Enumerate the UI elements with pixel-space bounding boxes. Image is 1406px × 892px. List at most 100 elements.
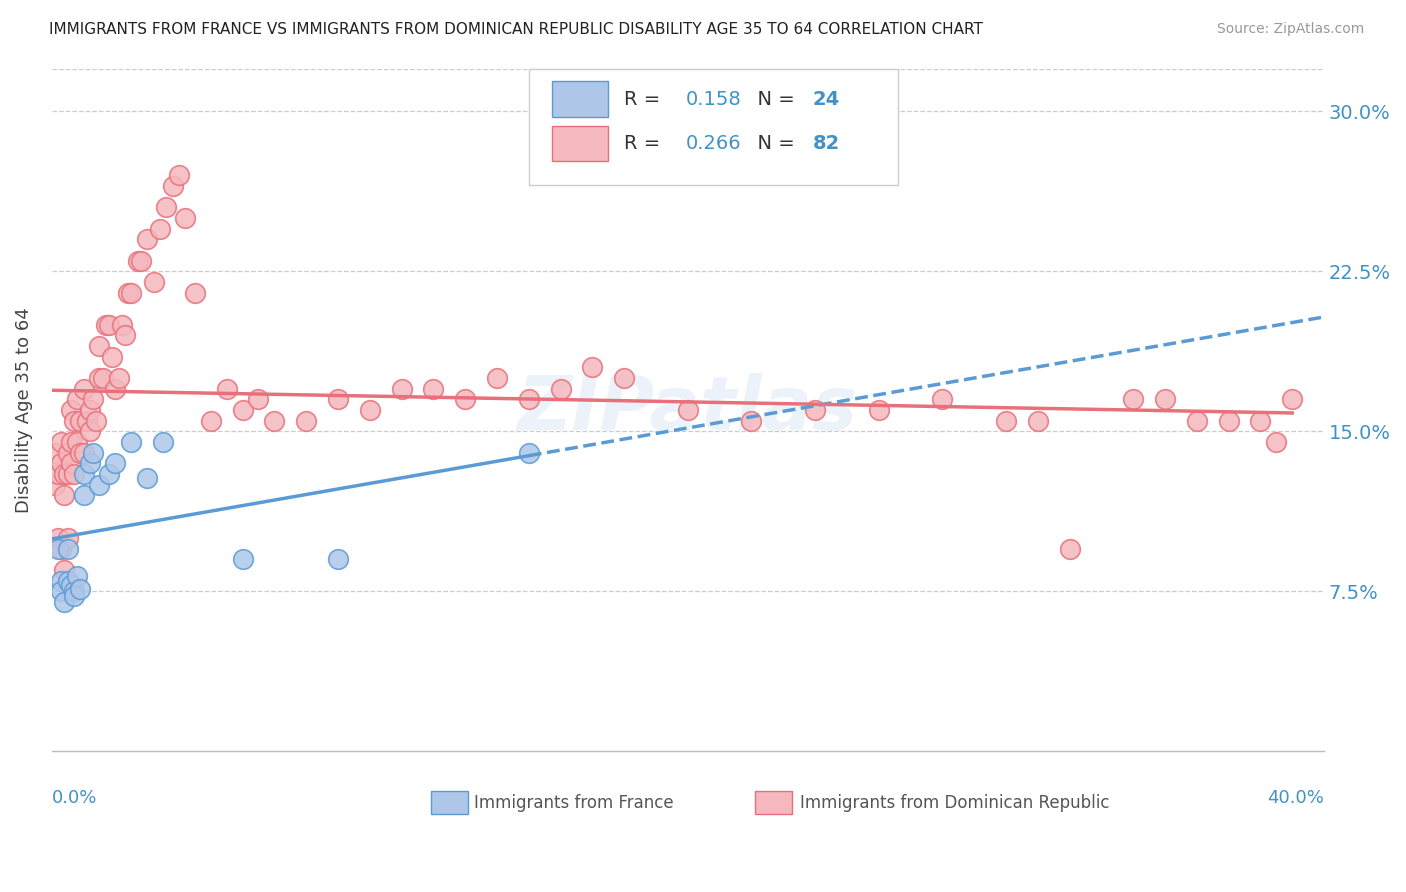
Point — [868, 403, 890, 417]
Point — [44, 477, 66, 491]
Point — [326, 552, 349, 566]
Point — [120, 285, 142, 300]
Point — [107, 371, 129, 385]
Point — [142, 275, 165, 289]
Point — [184, 285, 207, 300]
Point — [1059, 541, 1081, 556]
Point — [91, 371, 114, 385]
Point — [1281, 392, 1303, 407]
Text: 82: 82 — [813, 134, 839, 153]
Point — [454, 392, 477, 407]
Text: Immigrants from Dominican Republic: Immigrants from Dominican Republic — [800, 794, 1109, 812]
Point — [53, 563, 76, 577]
Point — [422, 382, 444, 396]
Point — [215, 382, 238, 396]
Point — [44, 445, 66, 459]
Point — [79, 456, 101, 470]
Point — [114, 328, 136, 343]
Point — [56, 574, 79, 588]
Point — [56, 445, 79, 459]
Point — [72, 445, 94, 459]
Point — [129, 253, 152, 268]
Point — [326, 392, 349, 407]
Point — [98, 318, 121, 332]
Point — [72, 467, 94, 481]
Point — [51, 541, 73, 556]
Text: R =: R = — [624, 134, 666, 153]
Point — [89, 371, 111, 385]
Point — [804, 403, 827, 417]
Point — [111, 318, 134, 332]
FancyBboxPatch shape — [755, 791, 792, 814]
Text: N =: N = — [745, 90, 801, 109]
Point — [120, 434, 142, 449]
FancyBboxPatch shape — [551, 81, 607, 117]
Point — [101, 350, 124, 364]
Text: 0.158: 0.158 — [685, 90, 741, 109]
Point — [56, 531, 79, 545]
Point — [63, 584, 86, 599]
Point — [517, 392, 540, 407]
Point — [149, 221, 172, 235]
Point — [295, 414, 318, 428]
Point — [69, 414, 91, 428]
Y-axis label: Disability Age 35 to 64: Disability Age 35 to 64 — [15, 307, 32, 513]
Point — [79, 425, 101, 439]
FancyBboxPatch shape — [529, 69, 898, 185]
Point — [69, 445, 91, 459]
Point — [63, 589, 86, 603]
Point — [1026, 414, 1049, 428]
FancyBboxPatch shape — [551, 126, 607, 161]
Point — [46, 531, 69, 545]
Point — [162, 178, 184, 193]
Point — [79, 403, 101, 417]
Point — [391, 382, 413, 396]
Point — [72, 382, 94, 396]
Point — [104, 456, 127, 470]
Text: IMMIGRANTS FROM FRANCE VS IMMIGRANTS FROM DOMINICAN REPUBLIC DISABILITY AGE 35 T: IMMIGRANTS FROM FRANCE VS IMMIGRANTS FRO… — [49, 22, 983, 37]
Point — [53, 467, 76, 481]
Point — [53, 488, 76, 502]
Point — [51, 574, 73, 588]
Point — [1249, 414, 1271, 428]
FancyBboxPatch shape — [430, 791, 468, 814]
Point — [59, 578, 82, 592]
Point — [51, 434, 73, 449]
Point — [359, 403, 381, 417]
Point — [613, 371, 636, 385]
Point — [76, 414, 98, 428]
Point — [82, 445, 104, 459]
Point — [1122, 392, 1144, 407]
Point — [69, 582, 91, 597]
Text: ZIPatlas: ZIPatlas — [517, 374, 858, 446]
Point — [117, 285, 139, 300]
Point — [72, 488, 94, 502]
Point — [63, 414, 86, 428]
Point — [200, 414, 222, 428]
Point — [1154, 392, 1177, 407]
Text: 24: 24 — [813, 90, 839, 109]
Point — [152, 434, 174, 449]
Point — [174, 211, 197, 225]
Point — [59, 456, 82, 470]
Point — [931, 392, 953, 407]
Point — [104, 382, 127, 396]
Text: 0.0%: 0.0% — [52, 789, 97, 807]
Point — [82, 392, 104, 407]
Text: Source: ZipAtlas.com: Source: ZipAtlas.com — [1216, 22, 1364, 37]
Point — [63, 467, 86, 481]
Point — [53, 595, 76, 609]
Point — [1218, 414, 1240, 428]
Point — [89, 477, 111, 491]
Point — [263, 414, 285, 428]
Point — [66, 392, 89, 407]
Point — [676, 403, 699, 417]
Point — [486, 371, 509, 385]
Point — [51, 584, 73, 599]
Point — [136, 232, 159, 246]
Point — [66, 569, 89, 583]
Point — [1265, 434, 1288, 449]
Text: 0.266: 0.266 — [685, 134, 741, 153]
Point — [247, 392, 270, 407]
Point — [89, 339, 111, 353]
